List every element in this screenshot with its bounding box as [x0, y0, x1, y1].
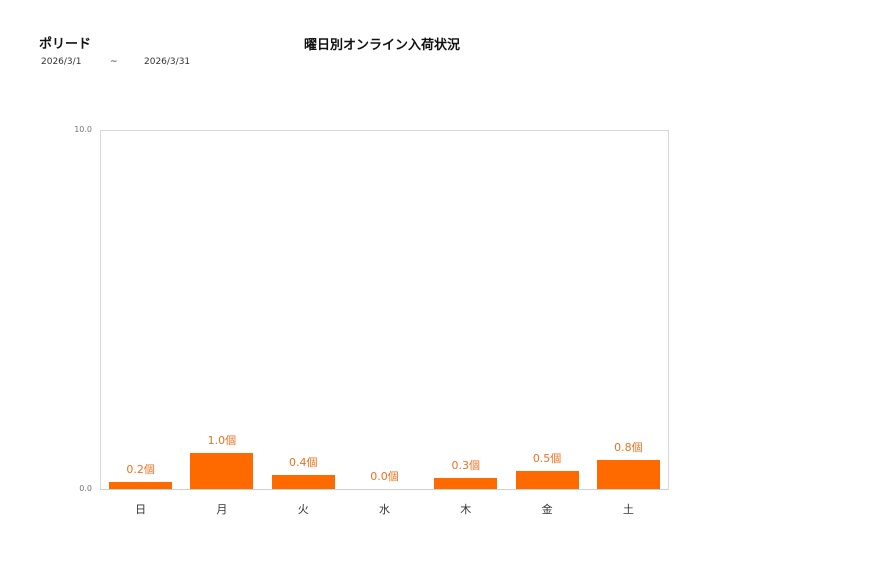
bar-value-label: 1.0個 — [207, 434, 237, 447]
bar-value-label: 0.0個 — [370, 470, 399, 483]
bar-value-label: 0.3個 — [451, 459, 481, 472]
x-tick-label: 水 — [379, 503, 390, 516]
bar — [271, 475, 335, 489]
bar — [596, 460, 660, 489]
x-tick-label: 土 — [622, 503, 634, 516]
date-from: 2026/3/1 — [41, 57, 82, 67]
store-name: ポリード — [39, 37, 92, 52]
bar-value-label: 0.5個 — [532, 452, 562, 465]
x-tick-label: 火 — [297, 503, 309, 516]
x-tick-label: 金 — [541, 503, 553, 516]
bar-value-label: 0.4個 — [288, 456, 318, 469]
date-separator: ~ — [110, 57, 118, 67]
bar — [190, 453, 254, 489]
bar — [109, 482, 173, 489]
y-tick-min: 0.0 — [79, 484, 92, 493]
chart-title: 曜日別オンライン入荷状況 — [303, 38, 460, 53]
x-tick-label: 日 — [135, 503, 147, 516]
date-to: 2026/3/31 — [144, 57, 191, 67]
bar-value-label: 0.2個 — [126, 463, 155, 476]
x-tick-label: 月 — [216, 503, 228, 516]
y-tick-max: 10.0 — [74, 125, 92, 134]
plot-area — [100, 130, 669, 490]
bar — [515, 471, 579, 489]
bar — [434, 478, 498, 489]
x-tick-label: 木 — [460, 503, 472, 516]
bar-value-label: 0.8個 — [614, 441, 643, 454]
